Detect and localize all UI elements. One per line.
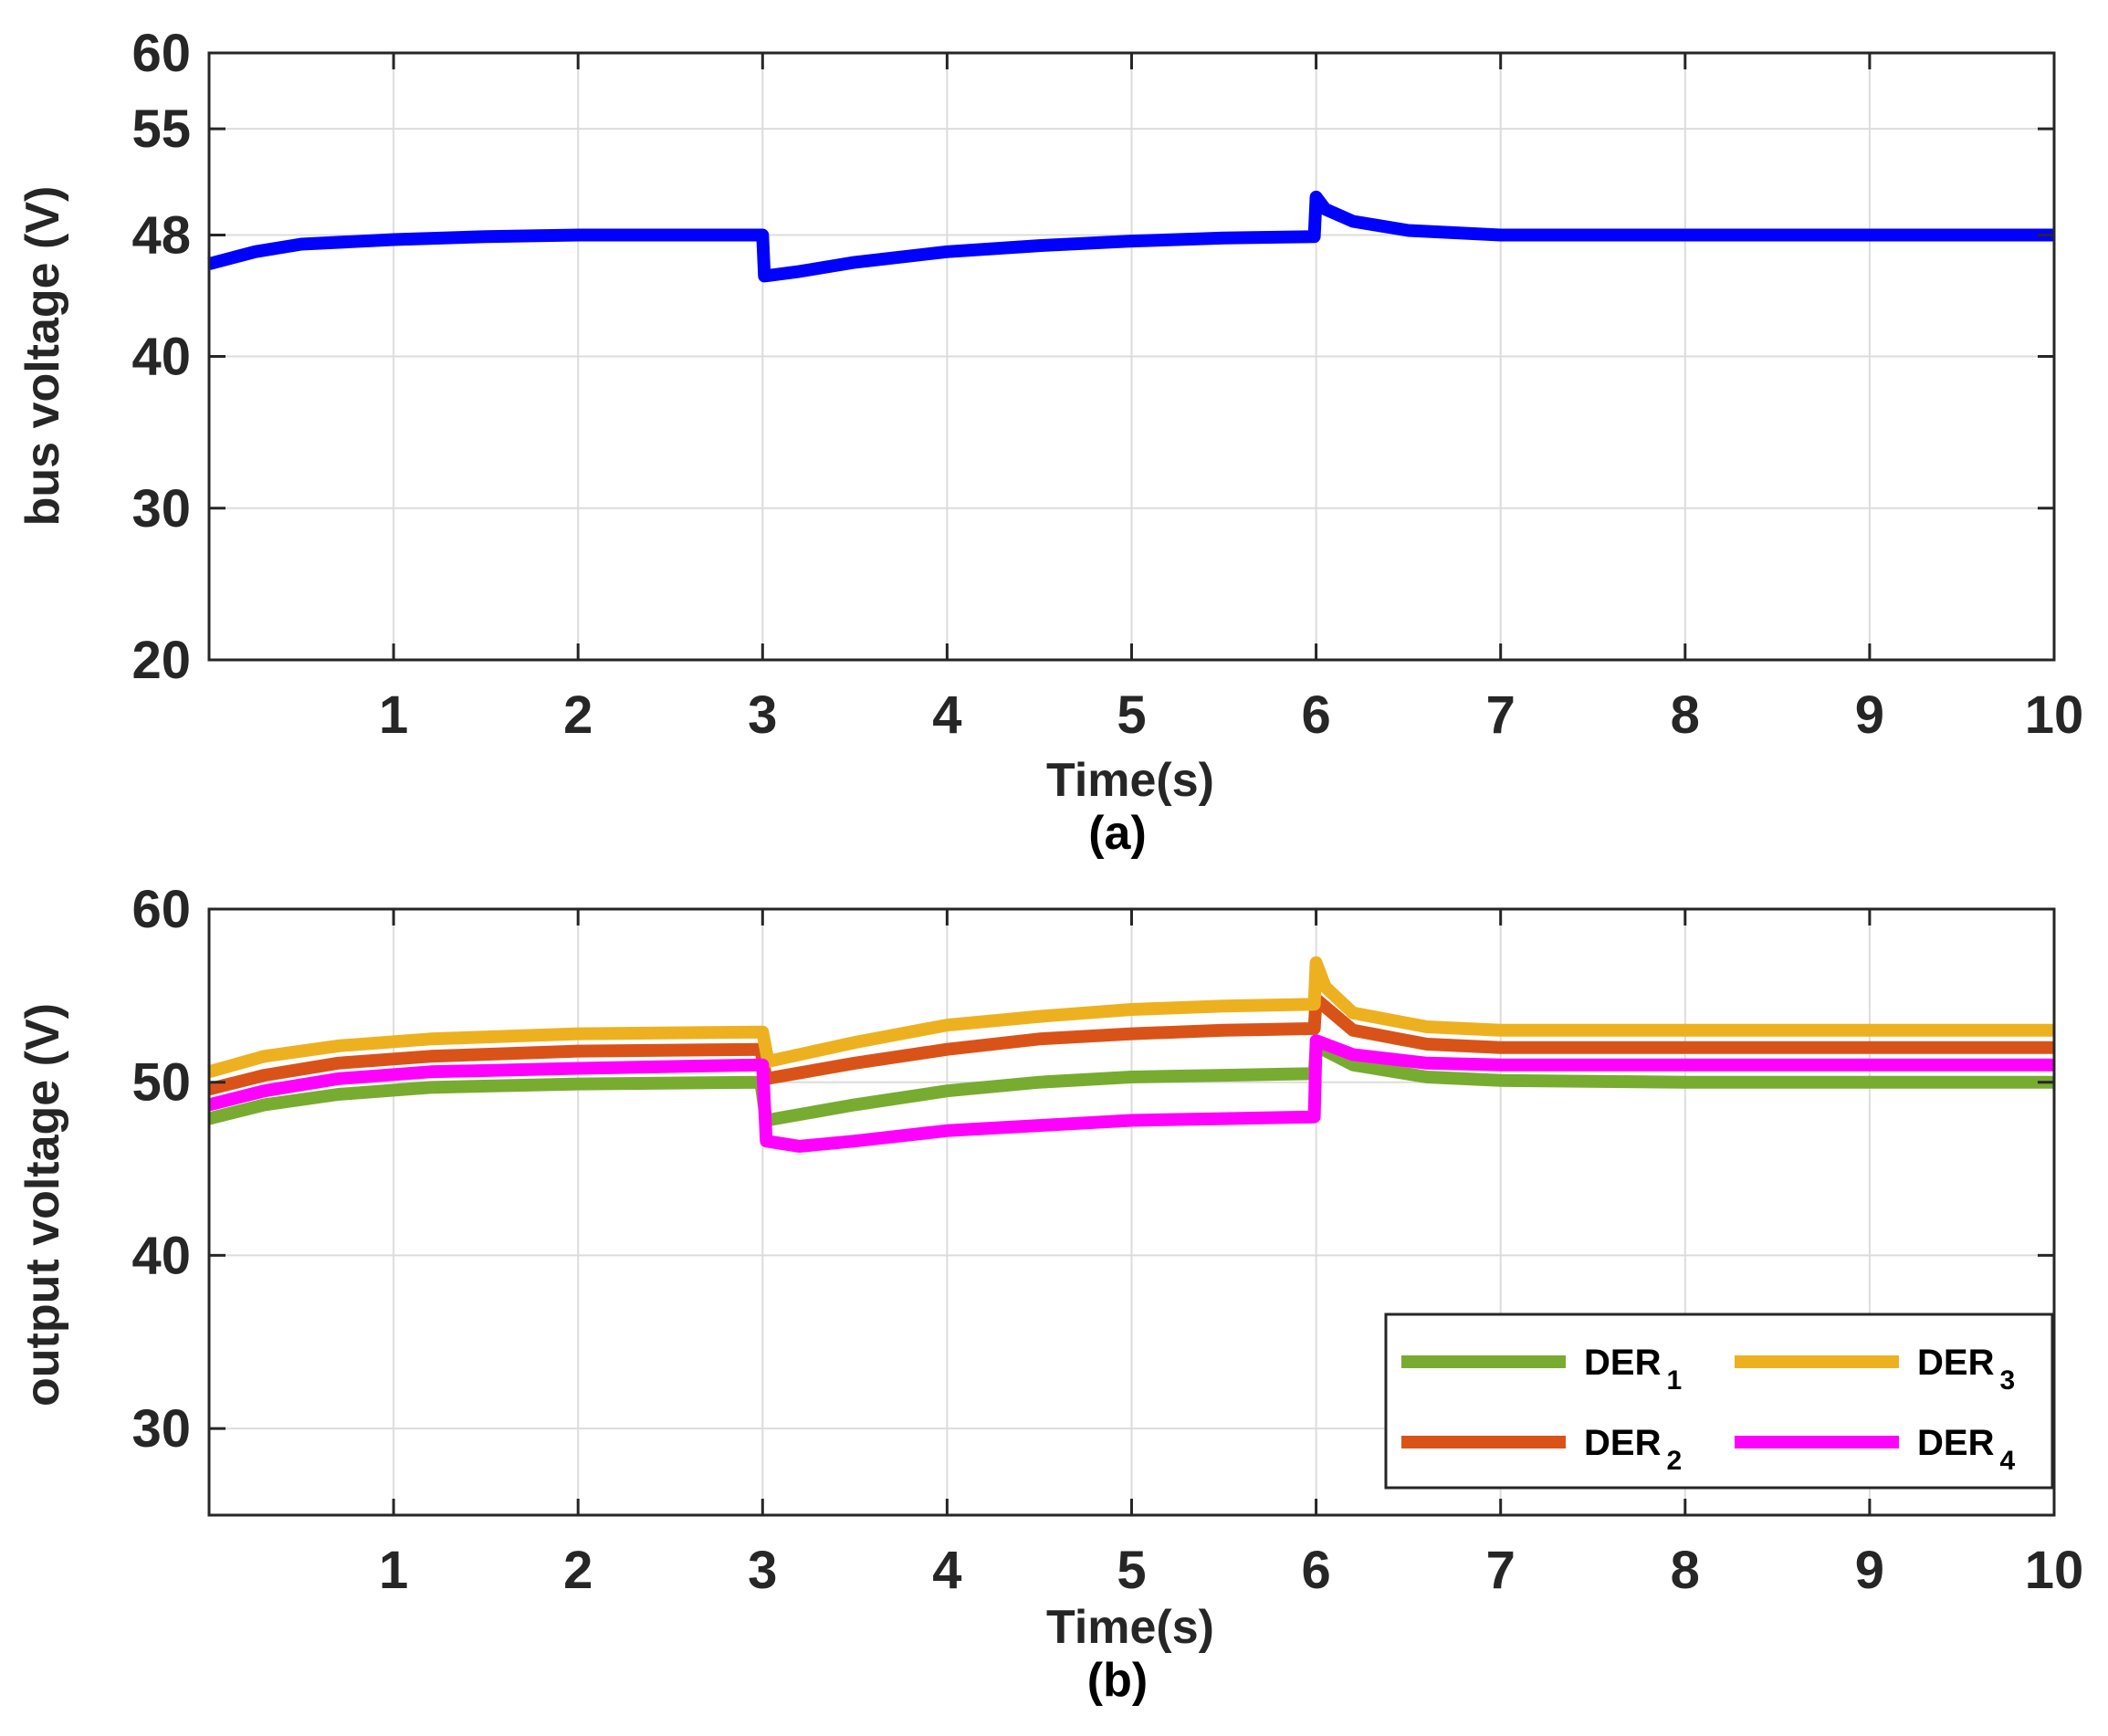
legend-label-der2: DER 2 <box>1584 1423 1682 1476</box>
output-voltage-y-tick-label: 50 <box>131 1053 191 1113</box>
bus-voltage-y-tick-label: 30 <box>131 479 191 539</box>
legend-subscript-der4: 4 <box>1999 1446 2015 1476</box>
bus-voltage-x-tick-label: 3 <box>748 685 777 745</box>
legend-label-der4: DER 4 <box>1917 1423 2015 1476</box>
output-voltage-x-tick-label: 6 <box>1301 1541 1330 1600</box>
bus-voltage-caption: (a) <box>1088 807 1147 860</box>
output-voltage-x-tick-label: 5 <box>1117 1541 1146 1600</box>
output-voltage-chart: 1 2 3 4 5 6 7 8 9 10 30 40 50 60 Time(s) output volta… <box>16 880 2083 1707</box>
output-voltage-x-axis-label: Time(s) <box>1046 1601 1214 1654</box>
output-voltage-x-tick-label: 10 <box>2025 1541 2084 1600</box>
output-voltage-x-tick-label: 3 <box>748 1541 777 1600</box>
legend-box <box>1384 1312 2054 1490</box>
bus-voltage-series-line <box>207 190 2054 283</box>
legend-label-der1: DER 1 <box>1584 1343 1682 1396</box>
bus-voltage-y-tick-label: 40 <box>131 328 191 387</box>
bus-voltage-ticks: 1 2 3 4 5 6 7 8 9 10 20 30 40 48 55 60 <box>131 24 2083 745</box>
output-voltage-y-axis-label: output voltage (V) <box>16 1003 69 1407</box>
bus-voltage-y-tick-label: 55 <box>131 99 191 159</box>
legend: DER 1 DER 2 DER 3 DER 4 <box>1384 1312 2054 1490</box>
bus-voltage-x-axis-label: Time(s) <box>1046 754 1214 807</box>
bus-voltage-y-tick-label: 48 <box>131 206 191 266</box>
legend-subscript-der2: 2 <box>1666 1446 1682 1476</box>
output-voltage-caption: (b) <box>1087 1654 1148 1707</box>
bus-voltage-y-tick-label: 60 <box>131 24 191 83</box>
bus-voltage-x-tick-label: 8 <box>1671 685 1700 745</box>
legend-item-der4: DER 4 <box>1735 1423 2015 1476</box>
bus-voltage-x-tick-label: 9 <box>1855 685 1884 745</box>
bus-voltage-x-tick-label: 6 <box>1301 685 1330 745</box>
output-voltage-x-tick-label: 7 <box>1486 1541 1515 1600</box>
output-voltage-x-tick-label: 2 <box>563 1541 593 1600</box>
output-voltage-series-der1 <box>207 1039 2054 1127</box>
bus-voltage-x-tick-label: 5 <box>1117 685 1146 745</box>
output-voltage-series-der4 <box>207 1034 2054 1153</box>
bus-voltage-chart: 1 2 3 4 5 6 7 8 9 10 20 30 40 48 55 60 Time(s) bus volt… <box>16 24 2083 860</box>
output-voltage-y-tick-label: 60 <box>131 880 191 939</box>
bus-voltage-y-tick-label: 20 <box>131 631 191 690</box>
legend-name-der4: DER <box>1917 1423 1995 1463</box>
output-voltage-y-tick-label: 30 <box>131 1399 191 1459</box>
output-voltage-x-tick-label: 4 <box>932 1541 961 1600</box>
legend-item-der1: DER 1 <box>1401 1343 1682 1396</box>
output-voltage-x-tick-label: 1 <box>379 1541 408 1600</box>
output-voltage-series-der3 <box>207 956 2054 1079</box>
legend-name-der2: DER <box>1584 1423 1662 1463</box>
bus-voltage-y-axis-label: bus voltage (V) <box>16 186 69 527</box>
legend-label-der3: DER 3 <box>1917 1343 2015 1396</box>
legend-name-der3: DER <box>1917 1343 1995 1383</box>
bus-voltage-x-tick-label: 2 <box>563 685 593 745</box>
output-voltage-y-tick-label: 40 <box>131 1226 191 1285</box>
output-voltage-x-tick-label: 9 <box>1855 1541 1884 1600</box>
legend-item-der3: DER 3 <box>1735 1343 2015 1396</box>
output-voltage-series <box>207 956 2054 1153</box>
bus-voltage-x-tick-label: 1 <box>379 685 408 745</box>
legend-subscript-der1: 1 <box>1666 1365 1682 1396</box>
bus-voltage-x-tick-label: 7 <box>1486 685 1515 745</box>
legend-subscript-der3: 3 <box>1999 1365 2015 1396</box>
output-voltage-series-der2 <box>207 992 2054 1096</box>
output-voltage-x-tick-label: 8 <box>1671 1541 1700 1600</box>
bus-voltage-x-tick-label: 4 <box>932 685 961 745</box>
bus-voltage-x-tick-label: 10 <box>2025 685 2084 745</box>
bus-voltage-series <box>207 190 2054 283</box>
legend-item-der2: DER 2 <box>1401 1423 1682 1476</box>
legend-name-der1: DER <box>1584 1343 1662 1383</box>
